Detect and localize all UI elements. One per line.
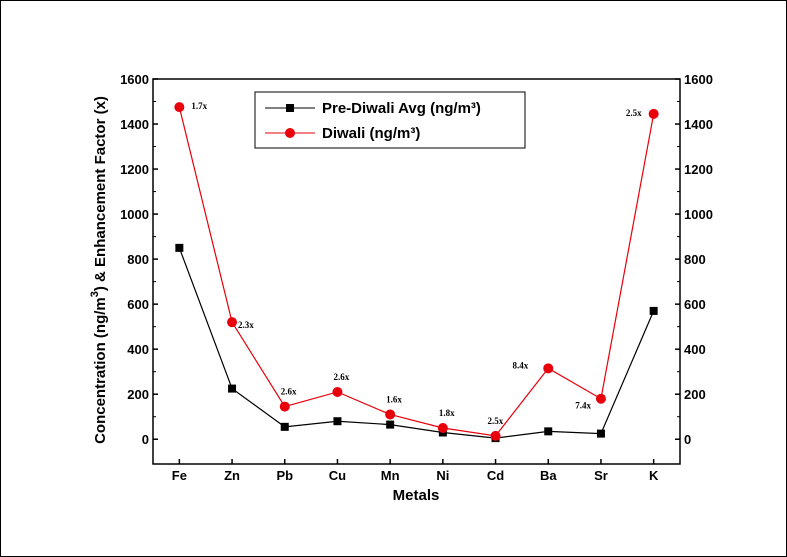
x-tick-label: Ba	[540, 468, 557, 483]
series-line-0	[178, 247, 655, 439]
x-tick-label: Mn	[381, 468, 400, 483]
x-axis-title: Metals	[393, 487, 440, 504]
y-tick-label-left: 800	[127, 252, 149, 267]
data-point-circle	[490, 430, 501, 441]
data-point-square	[386, 420, 395, 429]
x-tick-label: Fe	[172, 468, 187, 483]
data-point-circle	[332, 386, 343, 397]
enhancement-label: 7.4x	[575, 401, 591, 411]
x-tick-label: Sr	[594, 468, 608, 483]
y-axis-title: Concentration (ng/m3) & Enhancement Fact…	[89, 96, 109, 444]
data-point-square	[175, 243, 184, 252]
legend-label-pre-diwali: Pre-Diwali Avg (ng/m³)	[322, 100, 481, 117]
data-point-circle	[227, 317, 238, 328]
enhancement-label: 2.6x	[281, 387, 297, 397]
y-tick-label-left: 1200	[120, 162, 149, 177]
y-axis-title-end: ) & Enhancement Factor (x)	[92, 96, 109, 291]
enhancement-label: 2.3x	[238, 320, 254, 330]
y-tick-label-right: 200	[684, 387, 706, 402]
data-point-circle	[543, 363, 554, 374]
enhancement-label: 8.4x	[513, 360, 529, 370]
y-tick-label-left: 600	[127, 297, 149, 312]
data-point-circle	[595, 393, 606, 404]
y-tick-label-left: 1600	[120, 72, 149, 87]
data-point-square	[280, 422, 289, 431]
enhancement-label: 2.5x	[626, 108, 642, 118]
y-tick-label-left: 1000	[120, 207, 149, 222]
y-tick-label-left: 1400	[120, 117, 149, 132]
y-tick-label-right: 1200	[684, 162, 713, 177]
enhancement-label: 2.6x	[333, 372, 349, 382]
x-tick-label: Zn	[224, 468, 240, 483]
y-axis-title-main: Concentration (ng/m	[92, 297, 109, 444]
y-tick-label-right: 800	[684, 252, 706, 267]
y-axis-title-superscript: 3	[89, 291, 101, 297]
legend-marker-pre-diwali	[286, 104, 294, 112]
x-tick-label: Pb	[276, 468, 293, 483]
y-tick-label-right: 1000	[684, 207, 713, 222]
enhancement-label: 1.7x	[191, 101, 207, 111]
data-point-square	[649, 306, 658, 315]
data-point-circle	[648, 108, 659, 119]
x-tick-label: Cu	[329, 468, 346, 483]
axes: 0 0 200 200 400 400 600 600 800 800 1000 1000 1200 12…	[120, 72, 713, 483]
y-tick-label-right: 1600	[684, 72, 713, 87]
y-tick-label-right: 400	[684, 342, 706, 357]
y-tick-label-right: 600	[684, 297, 706, 312]
series-layer	[174, 102, 659, 443]
data-point-circle	[279, 401, 290, 412]
data-point-square	[596, 429, 605, 438]
plot-area-border	[152, 78, 681, 465]
data-point-square	[333, 417, 342, 426]
data-point-circle	[174, 102, 185, 113]
data-point-circle	[437, 422, 448, 433]
x-tick-label: Ni	[436, 468, 449, 483]
y-tick-label-left: 0	[142, 432, 149, 447]
legend-label-diwali: Diwali (ng/m³)	[322, 125, 420, 142]
data-point-square	[544, 427, 553, 436]
legend: Pre-Diwali Avg (ng/m³) Diwali (ng/m³)	[254, 91, 526, 149]
x-tick-label: K	[649, 468, 659, 483]
data-point-square	[228, 384, 237, 393]
annotations: 1.7x 2.3x 2.6x 2.6x 1.6x 1.8x 2.5x 8.4x 7.4x 2.5x	[191, 101, 642, 426]
enhancement-label: 1.8x	[439, 408, 455, 418]
legend-marker-diwali	[285, 128, 295, 138]
data-point-circle	[385, 409, 396, 420]
enhancement-label: 1.6x	[386, 394, 402, 404]
enhancement-label: 2.5x	[488, 416, 504, 426]
y-tick-label-left: 400	[127, 342, 149, 357]
x-tick-label: Cd	[487, 468, 504, 483]
y-tick-label-left: 200	[127, 387, 149, 402]
y-tick-label-right: 0	[684, 432, 691, 447]
y-tick-label-right: 1400	[684, 117, 713, 132]
series-line-1	[178, 107, 655, 437]
legend-box	[254, 91, 526, 149]
